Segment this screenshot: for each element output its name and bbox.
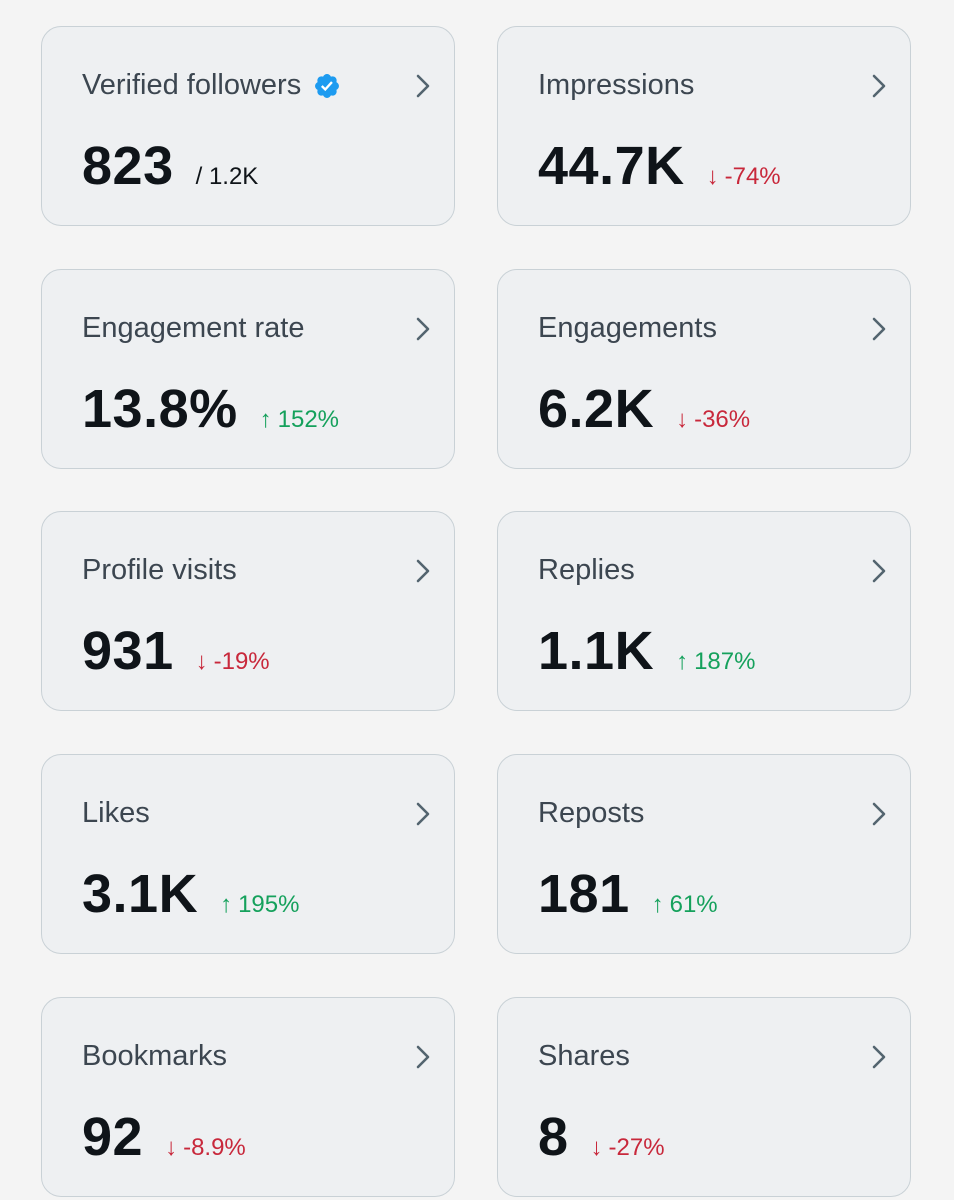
change-percent: -19%	[213, 648, 270, 675]
metric-value: 181	[538, 864, 630, 924]
card-title-container: Verified followers	[82, 69, 341, 102]
chevron-right-icon[interactable]	[410, 799, 436, 829]
metric-change: ↓ -36%	[676, 406, 750, 434]
card-title: Shares	[538, 1040, 630, 1072]
change-percent: 187%	[694, 648, 756, 675]
metric-value: 13.8%	[82, 379, 238, 439]
metric-change: ↓ -19%	[196, 648, 270, 676]
card-title: Verified followers	[82, 69, 302, 101]
chevron-right-icon[interactable]	[410, 71, 436, 101]
arrow-down-icon: ↓	[676, 406, 689, 433]
card-title: Replies	[538, 554, 635, 586]
change-percent: 195%	[238, 891, 300, 918]
card-likes[interactable]: Likes 3.1K ↑ 195%	[41, 754, 455, 954]
card-title: Profile visits	[82, 554, 237, 586]
metric-value: 823	[82, 136, 174, 196]
metric-change: ↑ 187%	[676, 648, 755, 676]
card-impressions[interactable]: Impressions 44.7K ↓ -74%	[497, 26, 911, 226]
chevron-right-icon[interactable]	[410, 1042, 436, 1072]
card-title-container: Engagement rate	[82, 312, 304, 345]
change-percent: -36%	[694, 406, 751, 433]
card-reposts[interactable]: Reposts 181 ↑ 61%	[497, 754, 911, 954]
card-title-container: Likes	[82, 797, 150, 830]
card-engagement-rate[interactable]: Engagement rate 13.8% ↑ 152%	[41, 269, 455, 469]
card-title-container: Shares	[538, 1040, 630, 1073]
value-row: 8 ↓ -27%	[538, 1106, 665, 1168]
metric-change: ↓ -74%	[707, 163, 781, 191]
change-percent: 61%	[669, 891, 718, 918]
card-title-container: Impressions	[538, 69, 694, 102]
verified-badge-icon	[315, 73, 340, 98]
card-title: Likes	[82, 797, 150, 829]
value-row: 3.1K ↑ 195%	[82, 863, 299, 925]
chevron-right-icon[interactable]	[866, 556, 892, 586]
arrow-up-icon: ↑	[651, 891, 664, 918]
change-percent: -74%	[724, 163, 781, 190]
metric-change: ↑ 195%	[220, 891, 299, 919]
card-bookmarks[interactable]: Bookmarks 92 ↓ -8.9%	[41, 997, 455, 1197]
metric-change: ↑ 152%	[260, 406, 339, 434]
metric-value: 6.2K	[538, 379, 655, 439]
arrow-down-icon: ↓	[706, 163, 719, 190]
metric-value: 8	[538, 1107, 569, 1167]
card-engagements[interactable]: Engagements 6.2K ↓ -36%	[497, 269, 911, 469]
change-percent: -27%	[608, 1134, 665, 1161]
metric-change: ↓ -8.9%	[165, 1134, 246, 1162]
value-row: 6.2K ↓ -36%	[538, 378, 750, 440]
value-row: 13.8% ↑ 152%	[82, 378, 339, 440]
chevron-right-icon[interactable]	[410, 556, 436, 586]
chevron-right-icon[interactable]	[866, 71, 892, 101]
card-verified-followers[interactable]: Verified followers 823 / 1.2K	[41, 26, 455, 226]
card-title-container: Reposts	[538, 797, 644, 830]
change-percent: -8.9%	[183, 1134, 246, 1161]
metric-total: / 1.2K	[195, 163, 259, 190]
metric-change: ↓ -27%	[591, 1134, 665, 1162]
value-row: 181 ↑ 61%	[538, 863, 718, 925]
chevron-right-icon[interactable]	[866, 799, 892, 829]
value-row: 931 ↓ -19%	[82, 620, 270, 682]
chevron-right-icon[interactable]	[866, 1042, 892, 1072]
chevron-right-icon[interactable]	[410, 314, 436, 344]
card-title: Engagement rate	[82, 312, 305, 344]
value-row: 1.1K ↑ 187%	[538, 620, 755, 682]
value-row: 92 ↓ -8.9%	[82, 1106, 246, 1168]
metric-value: 1.1K	[538, 621, 655, 681]
arrow-up-icon: ↑	[676, 648, 689, 675]
card-title: Reposts	[538, 797, 645, 829]
arrow-down-icon: ↓	[195, 648, 208, 675]
value-row: 44.7K ↓ -74%	[538, 135, 781, 197]
change-percent: 152%	[277, 406, 340, 433]
value-row: 823 / 1.2K	[82, 135, 258, 197]
metric-change: ↑ 61%	[652, 891, 718, 919]
chevron-right-icon[interactable]	[866, 314, 892, 344]
metric-value: 44.7K	[538, 136, 685, 196]
arrow-up-icon: ↑	[220, 891, 233, 918]
metric-value: 92	[82, 1107, 144, 1167]
card-replies[interactable]: Replies 1.1K ↑ 187%	[497, 511, 911, 711]
card-title-container: Bookmarks	[82, 1040, 227, 1073]
arrow-up-icon: ↑	[259, 406, 272, 433]
metric-value: 931	[82, 621, 174, 681]
card-title: Bookmarks	[82, 1040, 228, 1072]
card-profile-visits[interactable]: Profile visits 931 ↓ -19%	[41, 511, 455, 711]
card-title-container: Engagements	[538, 312, 717, 345]
card-title: Engagements	[538, 312, 717, 344]
card-title: Impressions	[538, 69, 695, 101]
arrow-down-icon: ↓	[590, 1134, 603, 1161]
card-shares[interactable]: Shares 8 ↓ -27%	[497, 997, 911, 1197]
card-title-container: Profile visits	[82, 554, 237, 587]
card-title-container: Replies	[538, 554, 635, 587]
arrow-down-icon: ↓	[165, 1134, 178, 1161]
metric-value: 3.1K	[82, 864, 199, 924]
